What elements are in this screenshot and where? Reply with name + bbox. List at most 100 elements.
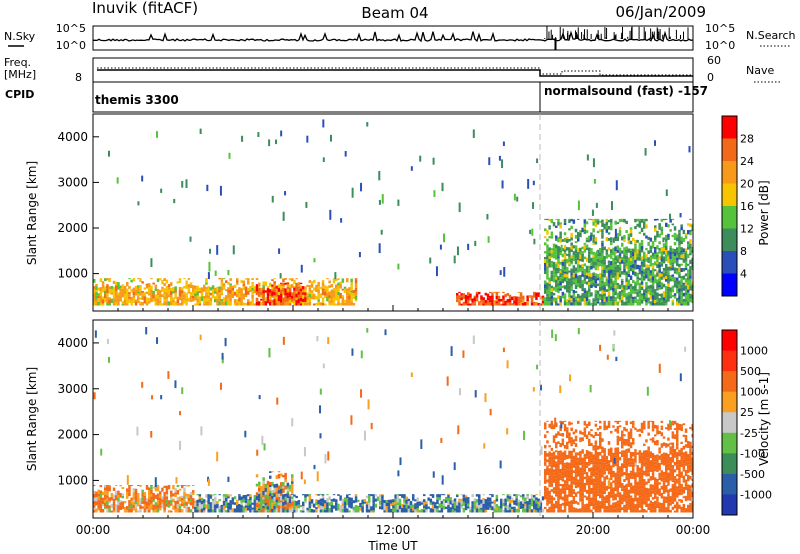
rti-cell (324, 453, 327, 464)
rti-cell (673, 241, 677, 246)
rti-cell (532, 180, 535, 186)
rti-cell (533, 494, 536, 498)
rti-cell (315, 288, 318, 292)
rti-cell (629, 283, 633, 287)
rti-cell (244, 302, 248, 306)
rti-cell (570, 465, 573, 469)
rti-cell (302, 292, 305, 295)
rti-cell (544, 477, 547, 480)
rti-cell (563, 259, 567, 262)
rti-cell (590, 281, 593, 285)
rti-cell (566, 247, 569, 251)
rti-cell (255, 291, 259, 295)
rti-cell (638, 293, 642, 298)
rti-cell (687, 272, 690, 275)
rti-cell (207, 504, 210, 509)
rti-cell (196, 503, 199, 507)
rti-cell (669, 296, 672, 299)
rti-cell (163, 499, 166, 504)
rti-cell (194, 303, 197, 306)
rti-cell (145, 291, 149, 294)
rti-cell (579, 268, 582, 272)
rti-cell (684, 235, 688, 239)
rti-cell (676, 254, 679, 258)
beam-title: Beam 04 (361, 4, 428, 22)
rti-cell (570, 262, 573, 265)
rti-cell (350, 282, 353, 287)
time-axis-label: Time UT (367, 539, 418, 553)
rti-cell (680, 279, 683, 282)
rti-cell (601, 246, 604, 251)
rti-cell (295, 300, 298, 303)
rti-cell (656, 501, 659, 504)
rti-cell (340, 218, 343, 223)
rti-cell (95, 501, 98, 506)
rti-cell (667, 294, 670, 298)
rti-cell (324, 295, 327, 298)
rti-cell (304, 294, 307, 298)
rti-cell (341, 508, 345, 513)
rti-cell (260, 496, 263, 501)
rti-cell (273, 487, 276, 492)
rti-cell (583, 223, 587, 228)
rti-cell (625, 282, 628, 286)
rti-cell (222, 503, 226, 506)
rti-cell (583, 244, 587, 250)
rti-cell (671, 279, 675, 282)
rti-cell (313, 293, 316, 298)
rti-cell (682, 288, 686, 291)
rti-cell (610, 255, 613, 259)
rti-cell (687, 274, 690, 278)
rti-cell (183, 487, 186, 493)
rti-cell (654, 477, 657, 482)
rti-cell (559, 495, 562, 500)
rti-cell (227, 496, 230, 499)
rti-cell (163, 503, 166, 507)
rti-cell (667, 274, 670, 278)
rti-cell (649, 303, 653, 306)
rti-cell (599, 256, 602, 258)
rti-cell (515, 502, 518, 506)
rti-cell (539, 506, 543, 509)
rti-cell (128, 506, 131, 509)
rti-cell (392, 499, 395, 503)
rti-cell (687, 495, 690, 499)
rti-cell (658, 264, 661, 268)
rti-cell (506, 505, 510, 508)
rti-cell (502, 303, 505, 306)
rti-cell (656, 254, 659, 258)
rti-cell (273, 287, 276, 292)
rti-cell (563, 420, 567, 422)
rti-cell (669, 420, 672, 426)
rti-cell (636, 473, 639, 478)
rti-cell (627, 257, 631, 261)
rti-cell (240, 288, 243, 293)
rti-cell (493, 291, 496, 294)
rti-cell (174, 509, 177, 513)
rti-cell (605, 475, 609, 480)
rti-cell (607, 460, 611, 464)
rti-cell (623, 293, 626, 298)
rti-cell (607, 495, 611, 500)
rti-cell (676, 478, 679, 482)
rti-cell (489, 501, 492, 505)
rti-cell (519, 501, 523, 506)
rti-cell (605, 270, 609, 274)
rti-cell (119, 485, 122, 487)
rti-cell (581, 461, 584, 465)
rti-cell (264, 494, 268, 499)
rti-cell (557, 261, 560, 264)
rti-cell (592, 472, 595, 477)
rti-cell (629, 229, 633, 234)
rti-cell (594, 262, 598, 266)
rti-cell (636, 276, 639, 280)
rti-cell (636, 481, 639, 486)
rti-cell (262, 480, 265, 484)
rti-cell (651, 466, 655, 470)
rti-cell (229, 293, 232, 298)
rti-cell (535, 506, 538, 509)
slant-range-tick-label: 2000 (57, 221, 88, 235)
rti-cell (607, 485, 611, 489)
rti-cell (627, 292, 631, 296)
rti-cell (665, 291, 668, 295)
